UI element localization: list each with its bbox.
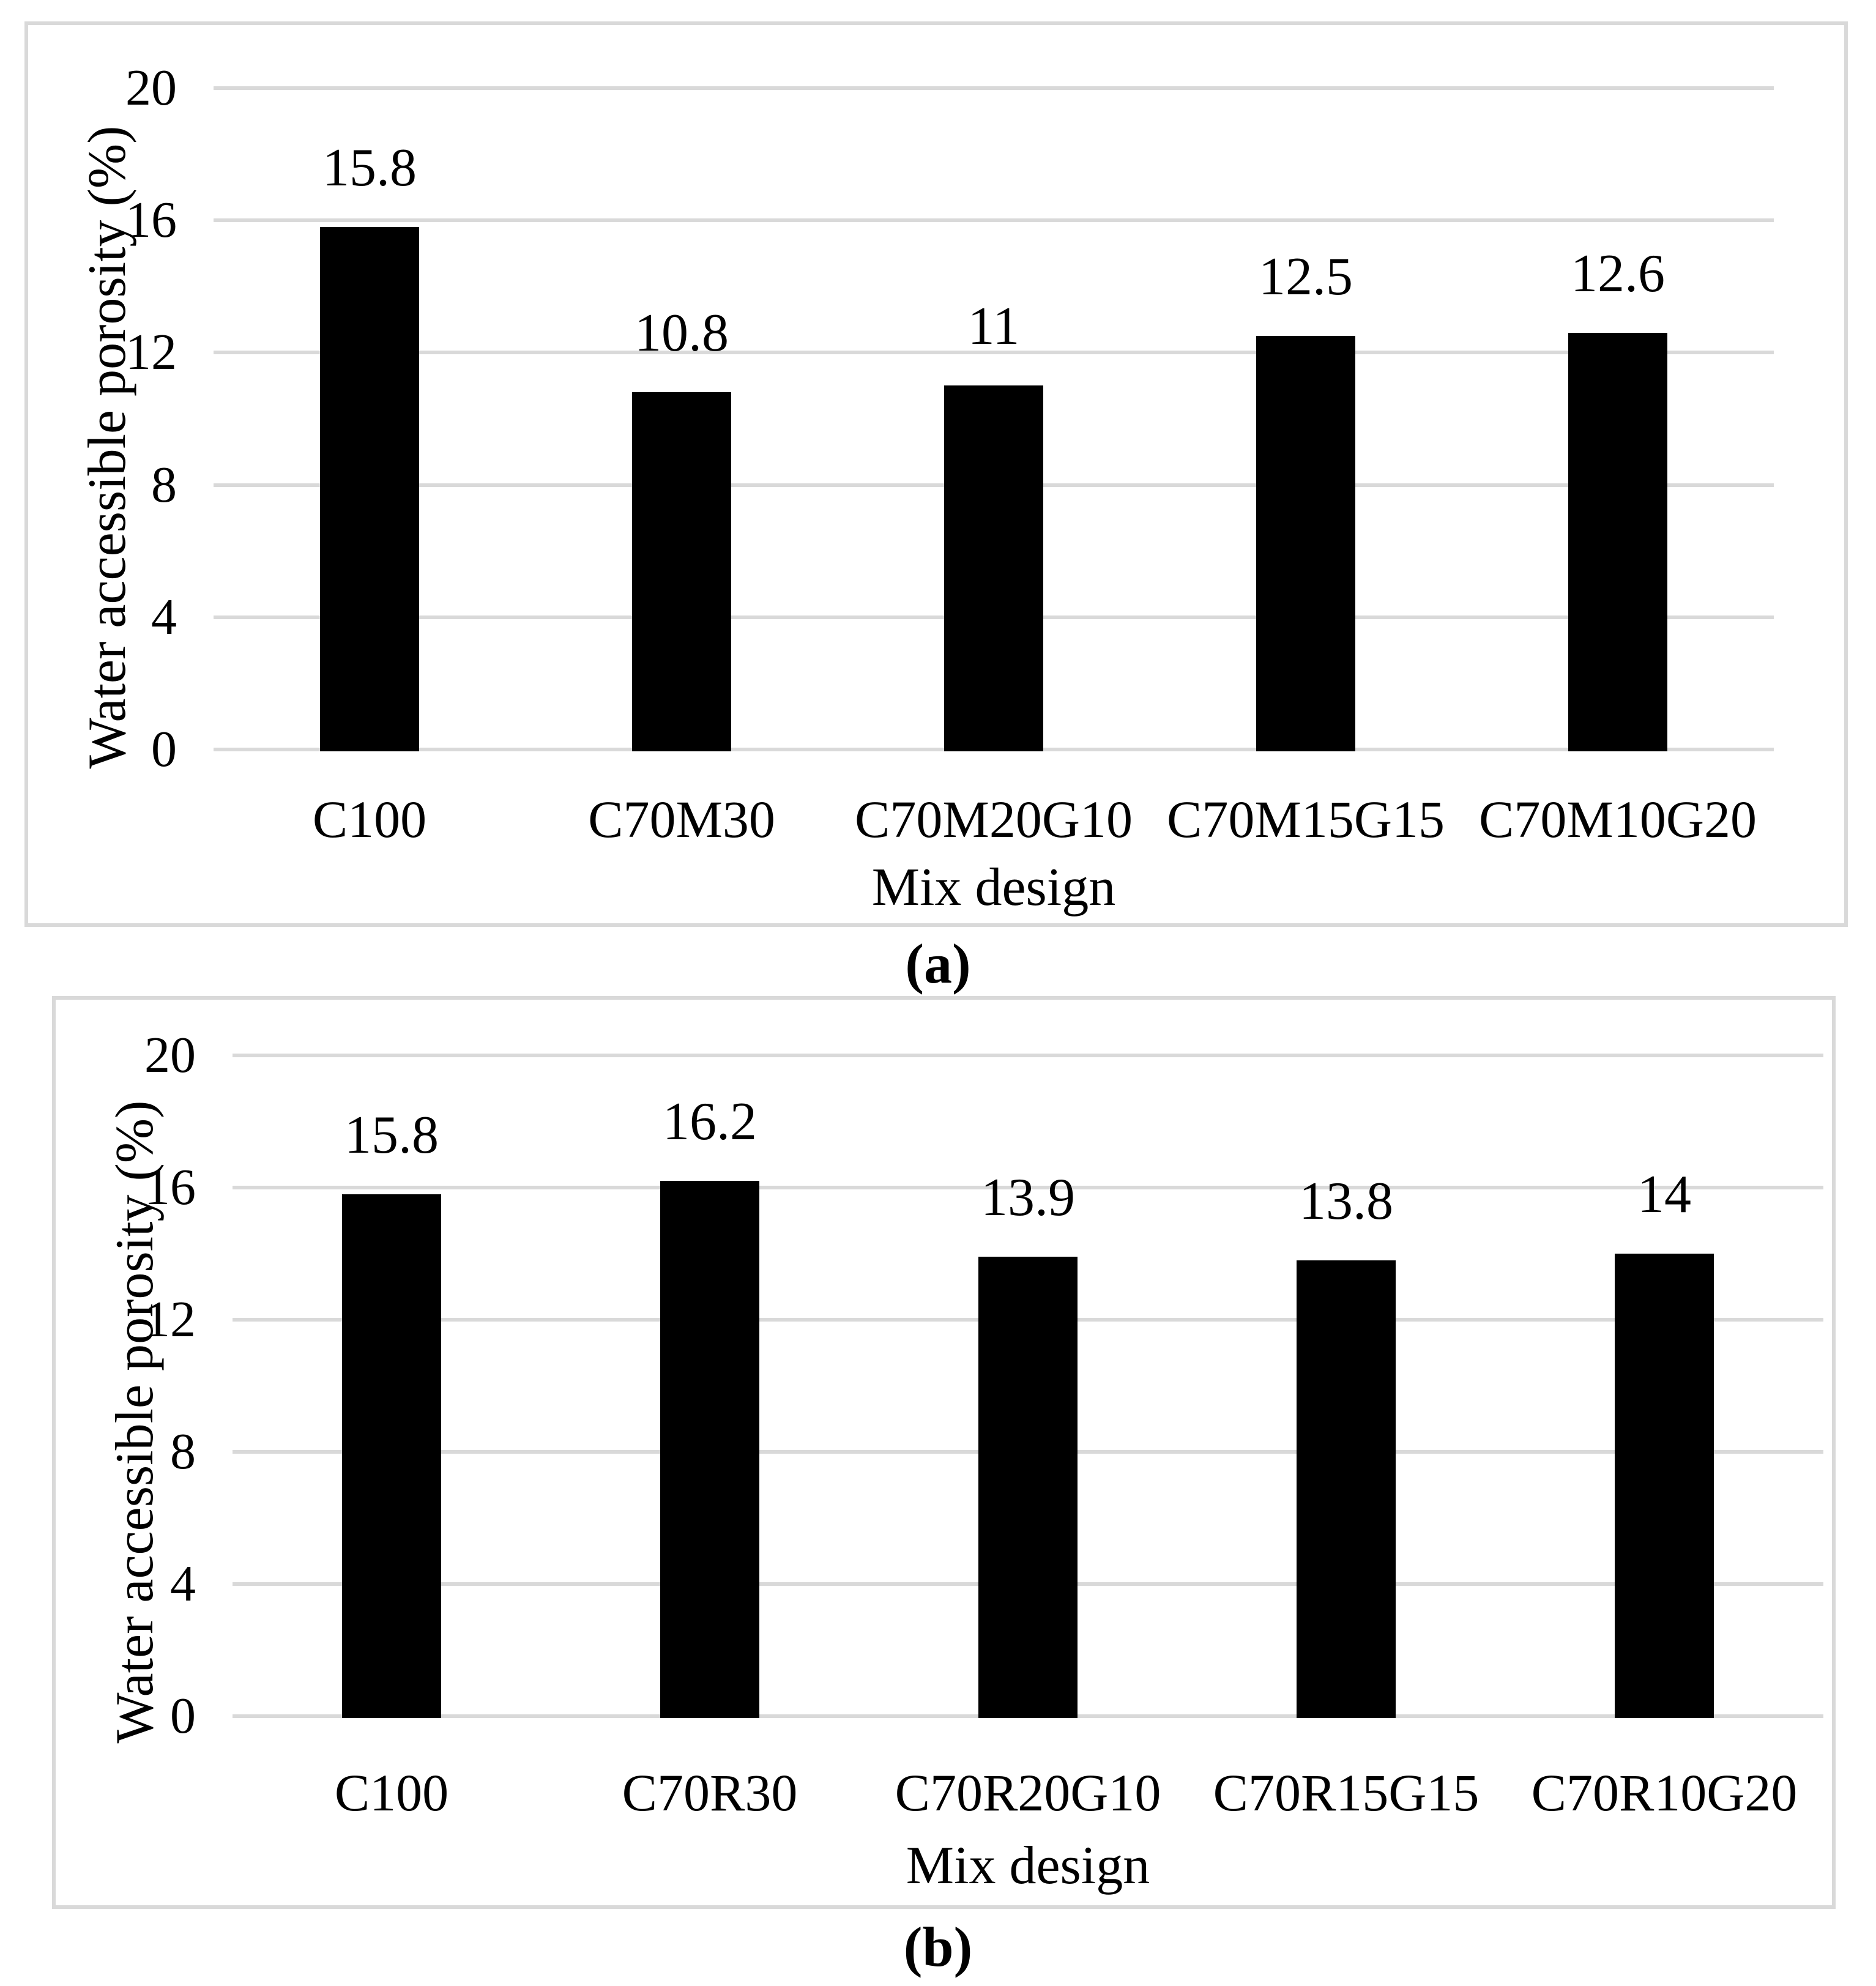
bar (1297, 1260, 1396, 1718)
y-axis-tick-label: 20 (144, 1027, 196, 1084)
y-axis-tick-label: 12 (144, 1291, 196, 1348)
y-axis-tick-label: 16 (144, 1159, 196, 1216)
y-axis-tick-label: 4 (151, 588, 177, 645)
y-axis-tick-label: 20 (125, 59, 177, 116)
y-axis-title-text: Water accessible porosity (%) (78, 125, 137, 769)
bar (320, 227, 419, 751)
gridline (233, 1186, 1823, 1189)
x-axis-category-label: C70R10G20 (1531, 1763, 1798, 1822)
bar (632, 392, 731, 751)
x-axis-category-label: C70M15G15 (1167, 790, 1445, 849)
x-axis-category-label: C70M30 (588, 790, 775, 849)
y-axis-tick-label: 16 (125, 192, 177, 249)
x-axis-category-label: C70M10G20 (1479, 790, 1757, 849)
x-axis-category-label: C70M20G10 (855, 790, 1133, 849)
bar-value-label: 12.5 (1259, 247, 1353, 307)
x-axis-title: Mix design (871, 858, 1116, 917)
bar (660, 1181, 759, 1718)
bar (944, 385, 1043, 751)
y-axis-tick-label: 8 (151, 456, 177, 513)
bar-chart-a: 0 4 8 12 16 20 15.8 C100 10.8 C70M30 11 C70M20G10 12… (28, 25, 1844, 923)
bar-value-label: 16.2 (663, 1092, 757, 1152)
bar-value-label: 14 (1637, 1165, 1691, 1224)
chart-panel-a: 0 4 8 12 16 20 15.8 C100 10.8 C70M30 11 C70M20G10 12… (24, 21, 1848, 927)
bar (1615, 1254, 1714, 1718)
y-axis-tick-label: 4 (170, 1555, 196, 1612)
y-axis-tick-label: 0 (151, 721, 177, 778)
bar-value-label: 15.8 (322, 138, 417, 198)
bar-value-label: 13.8 (1299, 1171, 1393, 1231)
y-axis-tick-label: 12 (125, 324, 177, 381)
x-axis-category-label: C100 (312, 790, 427, 849)
bar-value-label: 11 (967, 297, 1020, 357)
bar-value-label: 15.8 (344, 1105, 439, 1165)
bar (1568, 332, 1667, 751)
chart-panel-b: 0 4 8 12 16 20 15.8 C100 16.2 C70R30 13.9 C70R20G10… (52, 996, 1836, 1909)
bar-value-label: 12.6 (1571, 244, 1665, 303)
gridline (214, 351, 1774, 355)
gridline (214, 218, 1774, 223)
x-axis-title: Mix design (906, 1836, 1150, 1895)
bar (978, 1257, 1078, 1718)
gridline (214, 86, 1774, 90)
bar-value-label: 13.9 (981, 1168, 1075, 1228)
x-axis-category-label: C70R20G10 (895, 1763, 1161, 1822)
y-axis-tick-label: 8 (170, 1423, 196, 1480)
y-axis-title-text: Water accessible porosity (%) (105, 1100, 165, 1744)
x-axis-category-label: C70R15G15 (1213, 1763, 1480, 1822)
caption-b: (b) (903, 1916, 973, 1978)
y-axis-tick-label: 0 (170, 1687, 196, 1744)
caption-a: (a) (905, 932, 971, 995)
x-axis-category-label: C70R30 (622, 1763, 798, 1822)
gridline (233, 1054, 1823, 1057)
bar (1256, 336, 1355, 751)
bar-chart-b: 0 4 8 12 16 20 15.8 C100 16.2 C70R30 13.9 C70R20G10… (56, 1000, 1832, 1905)
bar-value-label: 10.8 (635, 303, 729, 363)
x-axis-category-label: C100 (334, 1763, 449, 1822)
bar (342, 1194, 441, 1718)
